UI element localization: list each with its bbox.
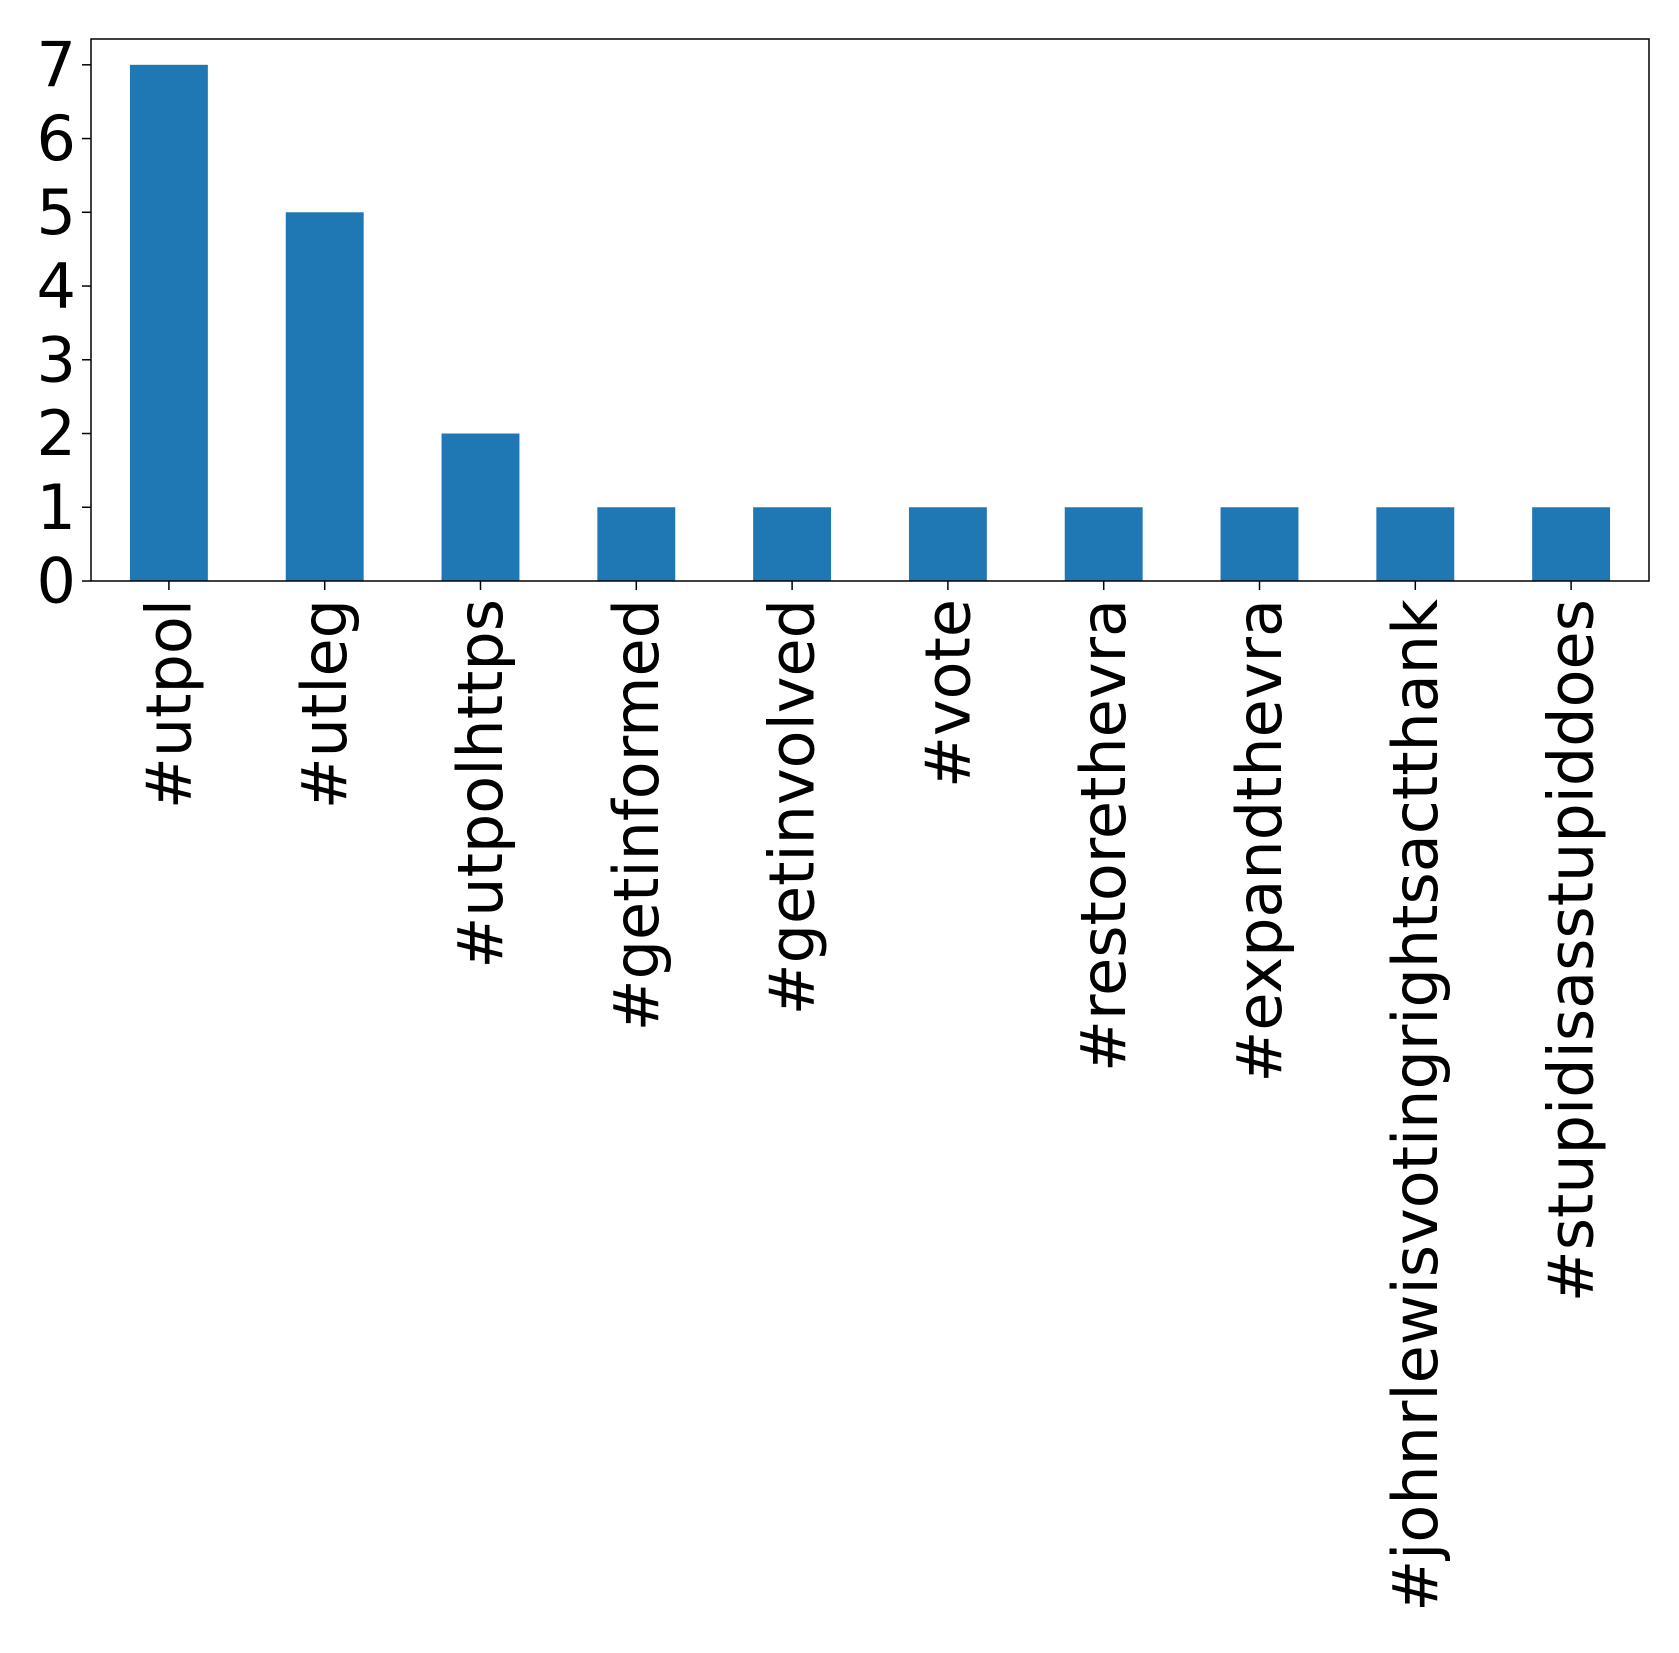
x-tick-label: #getinvolved — [756, 599, 829, 1015]
plot-frame — [90, 38, 1650, 582]
y-tick-label: 3 — [37, 323, 76, 396]
y-tick-label: 5 — [37, 176, 76, 249]
x-tick-label: #stupidisasstupiddoes — [1535, 599, 1608, 1302]
bars-layer — [129, 64, 1611, 582]
bar-vote — [908, 507, 987, 581]
bar-getinvolved — [753, 507, 832, 581]
x-tick-label: #restorethevra — [1067, 599, 1140, 1072]
x-axis: #utpol #utleg #utpolhttps #getinformed #geti… — [132, 581, 1608, 1612]
x-tick-label: #expandthevra — [1223, 599, 1296, 1083]
x-tick-label: #johnrlewisvotingrightsactthank — [1379, 599, 1452, 1612]
bar-utpolhttps — [441, 433, 520, 581]
y-tick-label: 4 — [37, 250, 76, 323]
bar-stupidisasstupiddoes — [1532, 507, 1611, 581]
y-tick-label: 2 — [37, 397, 76, 470]
bar-restorethevra — [1064, 507, 1143, 581]
y-tick-label: 0 — [37, 545, 76, 618]
y-tick-label: 1 — [37, 471, 76, 544]
x-tick-label: #utpol — [132, 599, 205, 809]
x-tick-label: #getinformed — [600, 599, 673, 1031]
bar-utleg — [285, 212, 364, 581]
bar-johnrlewisvotingrightsactthank — [1376, 507, 1455, 581]
x-tick-label: #utleg — [288, 599, 361, 809]
x-tick-label: #vote — [911, 599, 984, 788]
y-tick-label: 7 — [37, 28, 76, 101]
bar-getinformed — [597, 507, 676, 581]
x-tick-label: #utpolhttps — [444, 599, 517, 969]
bar-expandthevra — [1220, 507, 1299, 581]
bar-utpol — [129, 64, 208, 582]
y-tick-label: 6 — [37, 102, 76, 175]
